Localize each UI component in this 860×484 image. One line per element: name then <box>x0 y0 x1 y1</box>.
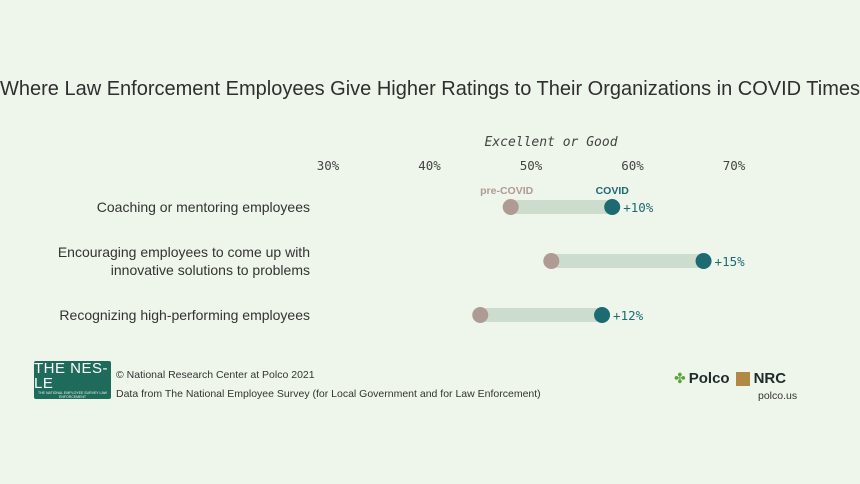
x-tick-label: 50% <box>520 158 543 173</box>
x-tick-label: 40% <box>418 158 441 173</box>
pre-covid-point <box>472 307 489 323</box>
chart-title: Where Law Enforcement Employees Give Hig… <box>0 78 860 100</box>
change-label: +15% <box>715 254 746 269</box>
site-url: polco.us <box>758 390 798 402</box>
change-bar <box>551 254 704 268</box>
x-tick-label: 60% <box>621 158 644 173</box>
pre-covid-point <box>502 199 519 215</box>
copyright-text: © National Research Center at Polco 2021 <box>116 369 315 381</box>
covid-point <box>695 253 712 269</box>
x-tick-label: 30% <box>317 158 340 173</box>
covid-point <box>604 199 621 215</box>
change-bar <box>510 200 613 214</box>
nes-le-logo: THE NES-LE THE NATIONAL EMPLOYEE SURVEY … <box>34 361 111 399</box>
category-label: Coaching or mentoring employees <box>97 199 310 215</box>
change-bar <box>480 308 603 322</box>
legend-pre-covid: pre-COVID <box>480 185 534 197</box>
change-label: +10% <box>623 200 654 215</box>
brand-logos: ✤ Polco NRC <box>674 370 786 387</box>
polco-wordmark: Polco <box>688 370 730 387</box>
logo-sub-text: THE NATIONAL EMPLOYEE SURVEY LAW ENFORCE… <box>38 391 107 399</box>
category-label: innovative solutions to problems <box>111 262 310 278</box>
logo-main-text: THE NES-LE <box>34 360 109 392</box>
nrc-wordmark: NRC <box>753 370 787 387</box>
change-label: +12% <box>613 308 644 323</box>
category-label: Encouraging employees to come up with <box>58 244 310 260</box>
x-tick-label: 70% <box>723 158 746 173</box>
pre-covid-point <box>543 253 560 269</box>
nrc-mark-icon <box>735 371 750 386</box>
legend-covid: COVID <box>596 185 630 197</box>
source-text: Data from The National Employee Survey (… <box>116 388 541 400</box>
covid-point <box>594 307 611 323</box>
polco-leaf-icon: ✤ <box>674 370 686 386</box>
axis-title: Excellent or Good <box>484 135 617 150</box>
footer-text: © National Research Center at Polco 2021… <box>116 366 541 404</box>
category-label: Recognizing high-performing employees <box>59 307 310 323</box>
